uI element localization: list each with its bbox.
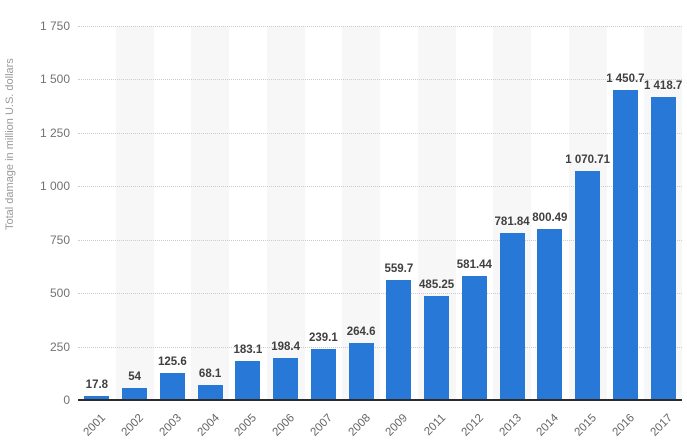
- x-tick-label-2006: 2006: [270, 412, 298, 439]
- gridline: [78, 132, 682, 134]
- bar-2008[interactable]: [348, 343, 374, 400]
- gridline: [78, 186, 682, 188]
- bar-value-label: 125.6: [157, 356, 187, 369]
- y-tick-label: 1 250: [39, 125, 70, 140]
- bar-value-label: 581.44: [456, 258, 492, 271]
- bar-value-label: 1 450.7: [606, 72, 645, 85]
- x-tick-label-2011: 2011: [422, 412, 449, 438]
- background-band: [266, 26, 305, 400]
- gridline: [78, 239, 682, 241]
- bar-2001[interactable]: [84, 396, 110, 400]
- x-tick-label-2003: 2003: [157, 412, 184, 439]
- bar-2016[interactable]: [612, 89, 638, 400]
- y-tick-label: 1 500: [39, 72, 70, 87]
- y-tick-label: 250: [49, 339, 70, 354]
- gridline: [78, 346, 682, 348]
- x-axis-line: [78, 399, 682, 401]
- x-tick-label-2014: 2014: [534, 412, 562, 439]
- bar-2006[interactable]: [273, 357, 299, 400]
- bar-value-label: 183.1: [233, 343, 263, 356]
- bar-value-label: 68.1: [198, 368, 222, 381]
- bar-2013[interactable]: [499, 232, 525, 400]
- bar-value-label: 559.7: [384, 263, 414, 276]
- y-tick-label: 1 000: [39, 179, 70, 194]
- bar-2004[interactable]: [197, 385, 223, 400]
- bar-value-label: 264.6: [346, 326, 376, 339]
- plot-area: [78, 26, 682, 400]
- gridline: [78, 26, 682, 27]
- y-tick-label: 500: [49, 286, 70, 301]
- x-tick-label-2013: 2013: [497, 412, 524, 439]
- gridline: [78, 293, 682, 295]
- bar-2012[interactable]: [461, 275, 487, 400]
- x-tick-label-2002: 2002: [119, 412, 147, 439]
- bar-value-label: 781.84: [494, 215, 530, 228]
- bar-2015[interactable]: [575, 171, 601, 400]
- x-tick-label-2008: 2008: [346, 412, 373, 439]
- bar-2009[interactable]: [386, 280, 412, 400]
- background-band: [305, 26, 343, 400]
- background-band: [342, 26, 380, 400]
- bar-2003[interactable]: [159, 373, 185, 400]
- bar-2002[interactable]: [122, 388, 148, 400]
- background-band: [154, 26, 192, 400]
- bar-value-label: 1 070.71: [565, 154, 611, 167]
- bar-2007[interactable]: [310, 348, 336, 400]
- bar-value-label: 800.49: [532, 211, 568, 224]
- x-tick-label-2012: 2012: [459, 412, 486, 439]
- bar-value-label: 198.4: [271, 340, 301, 353]
- x-tick-label-2007: 2007: [308, 412, 335, 439]
- x-tick-label-2009: 2009: [383, 412, 411, 439]
- bar-value-label: 239.1: [308, 331, 338, 344]
- gridline: [78, 79, 682, 81]
- bar-value-label: 17.8: [85, 379, 109, 392]
- x-tick-label-2001: 2001: [81, 412, 109, 439]
- bar-2017[interactable]: [650, 96, 676, 400]
- y-tick-label: 750: [49, 232, 70, 247]
- x-tick-label-2004: 2004: [195, 412, 222, 439]
- x-tick-label-2015: 2015: [572, 412, 600, 439]
- x-tick-label-2016: 2016: [610, 412, 637, 439]
- y-tick-label: 1 750: [39, 19, 70, 33]
- y-tick-label: 0: [63, 393, 70, 407]
- bar-value-label: 485.25: [419, 279, 455, 292]
- x-tick-label-2017: 2017: [648, 412, 675, 439]
- bar-2014[interactable]: [537, 228, 563, 400]
- background-band: [115, 26, 154, 400]
- bar-2011[interactable]: [424, 296, 450, 400]
- x-tick-label-2005: 2005: [232, 412, 260, 439]
- background-band: [78, 26, 116, 400]
- bar-value-label: 1 418.7: [643, 79, 683, 92]
- bar-2005[interactable]: [235, 360, 261, 400]
- background-band: [191, 26, 229, 400]
- bar-value-label: 54: [128, 371, 142, 384]
